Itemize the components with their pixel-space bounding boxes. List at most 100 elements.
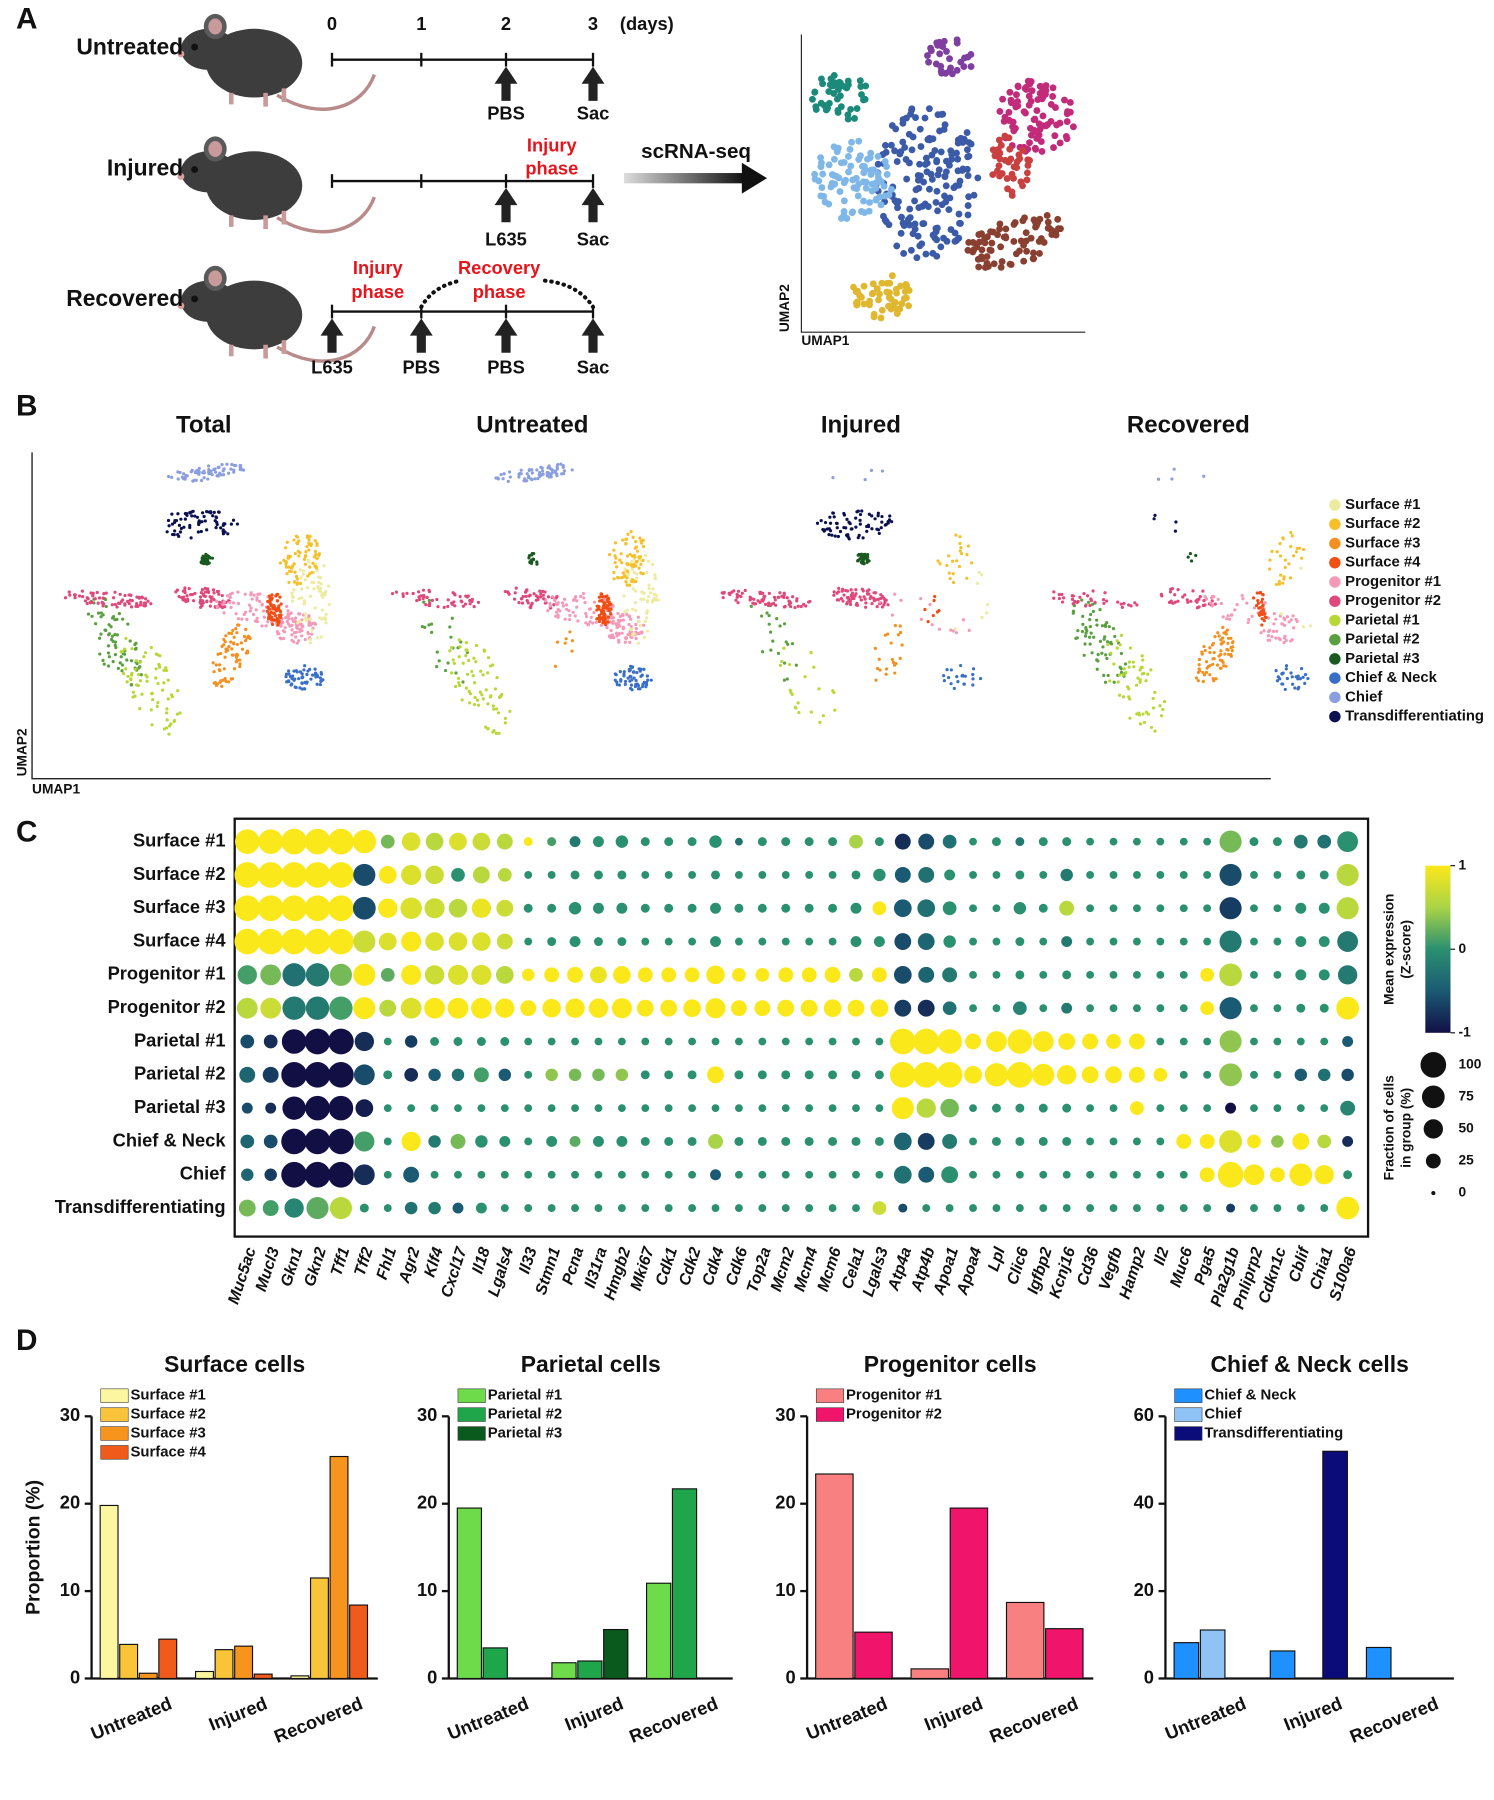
expression-dot xyxy=(523,903,533,913)
chart-title: Progenitor cells xyxy=(864,1351,1037,1377)
expression-dot xyxy=(800,999,818,1017)
umap-cell xyxy=(221,678,225,682)
expression-dot xyxy=(378,932,397,951)
bar xyxy=(603,1628,629,1680)
umap-cell xyxy=(894,661,898,666)
umap-cell xyxy=(943,237,951,245)
expression-dot xyxy=(1032,1063,1055,1086)
umap-cell xyxy=(871,596,876,600)
umap-cell xyxy=(1103,624,1108,629)
umap-cell xyxy=(1084,604,1088,608)
umap-cell xyxy=(486,656,491,660)
expression-dot xyxy=(1156,1104,1165,1113)
legend-swatch xyxy=(457,1407,486,1422)
expression-dot xyxy=(917,1133,935,1150)
size-legend-dot xyxy=(1423,1119,1443,1139)
umap-cell xyxy=(558,609,562,613)
umap-cell xyxy=(143,601,148,605)
expression-dot xyxy=(984,1063,1009,1087)
umap-cell xyxy=(1002,233,1009,241)
mouse-icon xyxy=(177,136,374,231)
umap-cell xyxy=(630,607,635,611)
umap-cell xyxy=(616,622,621,627)
umap-cell xyxy=(977,570,981,575)
umap-cell xyxy=(1133,601,1137,605)
umap-cell xyxy=(110,616,115,620)
umap-cell xyxy=(931,613,935,618)
expression-dot xyxy=(873,936,885,948)
expression-dot xyxy=(801,967,817,983)
umap-cell xyxy=(1297,546,1302,550)
expression-dot xyxy=(379,999,397,1017)
umap-cell xyxy=(297,554,301,558)
expression-dot xyxy=(758,871,767,879)
umap-cell xyxy=(1088,603,1092,608)
legend-swatch xyxy=(1174,1407,1203,1422)
umap-cell xyxy=(1217,634,1221,638)
expression-dot xyxy=(1319,1003,1329,1013)
expression-dot xyxy=(617,870,627,880)
umap-cell xyxy=(137,666,141,670)
umap-cell xyxy=(164,711,169,715)
expression-dot xyxy=(1015,1170,1024,1179)
umap-cell xyxy=(295,582,299,586)
umap-cell xyxy=(99,615,103,619)
umap-cell xyxy=(893,671,897,675)
umap-cell xyxy=(1135,712,1139,716)
umap-cell xyxy=(525,588,529,592)
umap-cell xyxy=(1219,666,1223,670)
row-label: Surface #3 xyxy=(133,896,226,917)
umap-cell xyxy=(145,679,149,683)
umap-cell xyxy=(533,477,537,481)
expression-dot xyxy=(383,1104,392,1113)
umap-cell xyxy=(867,588,871,592)
umap-cell xyxy=(306,632,311,636)
expression-dot xyxy=(684,967,700,983)
umap-cell xyxy=(526,601,530,605)
umap-cell xyxy=(133,667,137,672)
umap-cell xyxy=(427,603,432,608)
umap-cell xyxy=(1057,225,1064,233)
expression-dot xyxy=(499,1135,511,1147)
expression-dot xyxy=(383,1070,393,1080)
umap-cell xyxy=(840,158,848,166)
expression-dot xyxy=(735,937,743,946)
umap-cell xyxy=(1208,650,1212,655)
umap-cell xyxy=(448,649,452,653)
umap-cell xyxy=(311,673,315,677)
umap-cell xyxy=(562,597,567,601)
umap-cell xyxy=(885,302,892,310)
umap-cell xyxy=(191,479,195,483)
umap-cell xyxy=(300,672,304,676)
umap-cell xyxy=(300,681,304,686)
expression-dot xyxy=(941,1166,959,1184)
umap-cell xyxy=(312,587,316,591)
umap-cell xyxy=(828,529,833,533)
umap-cell xyxy=(1071,594,1076,598)
umap-cell xyxy=(422,593,426,598)
expression-dot xyxy=(1179,1070,1188,1079)
umap-cell xyxy=(1201,589,1205,593)
expression-dot xyxy=(1038,1103,1048,1113)
umap-cell xyxy=(752,602,757,606)
expression-dot xyxy=(1086,1170,1095,1179)
umap-cell xyxy=(939,43,947,50)
umap-cell xyxy=(154,676,158,680)
umap-cell xyxy=(1078,595,1082,599)
umap-cell xyxy=(957,134,965,142)
umap-cell xyxy=(227,645,231,649)
umap-cell xyxy=(97,596,102,600)
umap-cell xyxy=(213,519,217,523)
umap-cell xyxy=(1003,175,1011,182)
expression-dot xyxy=(571,1104,579,1113)
umap-cell xyxy=(215,474,219,478)
expression-dot xyxy=(354,1131,375,1152)
umap-cell xyxy=(808,599,812,604)
expression-dot xyxy=(1343,1170,1353,1180)
umap-cell xyxy=(1308,624,1312,628)
expression-dot xyxy=(1109,1204,1118,1212)
event-label: PBS xyxy=(402,357,440,378)
umap-cell xyxy=(597,613,602,618)
expression-dot xyxy=(354,1031,375,1052)
umap-cell xyxy=(125,680,129,684)
